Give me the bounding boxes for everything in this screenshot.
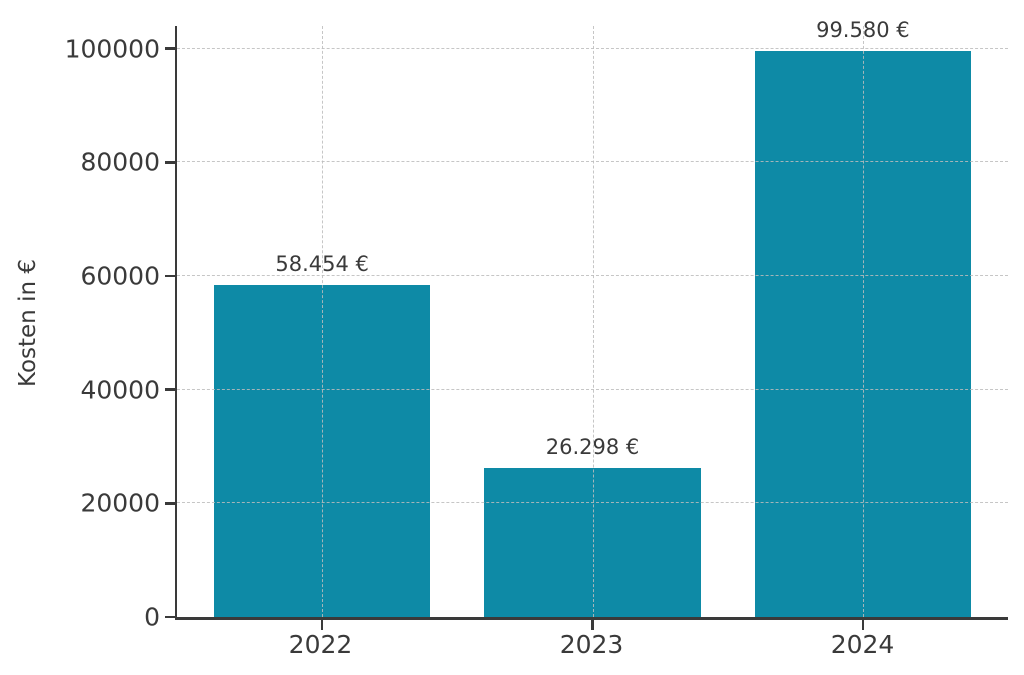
- y-axis-tick-mark: [164, 161, 175, 164]
- plot-area: 58.454 €26.298 €99.580 €: [164, 18, 1008, 630]
- y-axis-tick-mark: [164, 47, 175, 50]
- bar: [484, 467, 701, 617]
- y-axis-tick-mark: [164, 388, 175, 391]
- x-axis-tick-labels: 2022 2023 2024: [175, 630, 1008, 670]
- y-tick-label: 80000: [80, 147, 160, 177]
- x-tick-label: 2022: [288, 630, 353, 659]
- x-tick-label: 2023: [559, 630, 624, 659]
- y-tick-label: 40000: [80, 375, 160, 405]
- y-axis-tick-mark: [164, 502, 175, 505]
- x-tick-label: 2024: [830, 630, 895, 659]
- y-tick-label: 60000: [80, 261, 160, 291]
- y-tick-label: 100000: [64, 34, 160, 64]
- axis-tick-marks-layer: [164, 26, 1008, 630]
- x-axis-tick-mark: [861, 620, 865, 630]
- x-axis-tick-mark: [320, 620, 324, 630]
- x-axis-tick-mark: [591, 620, 594, 630]
- y-axis-tick-labels: 0 20000 40000 60000 80000 100000: [0, 26, 160, 629]
- y-tick-label: 0: [144, 602, 160, 632]
- y-axis-tick-mark: [164, 274, 175, 278]
- y-tick-label: 20000: [80, 488, 160, 518]
- y-axis-tick-mark: [164, 615, 175, 619]
